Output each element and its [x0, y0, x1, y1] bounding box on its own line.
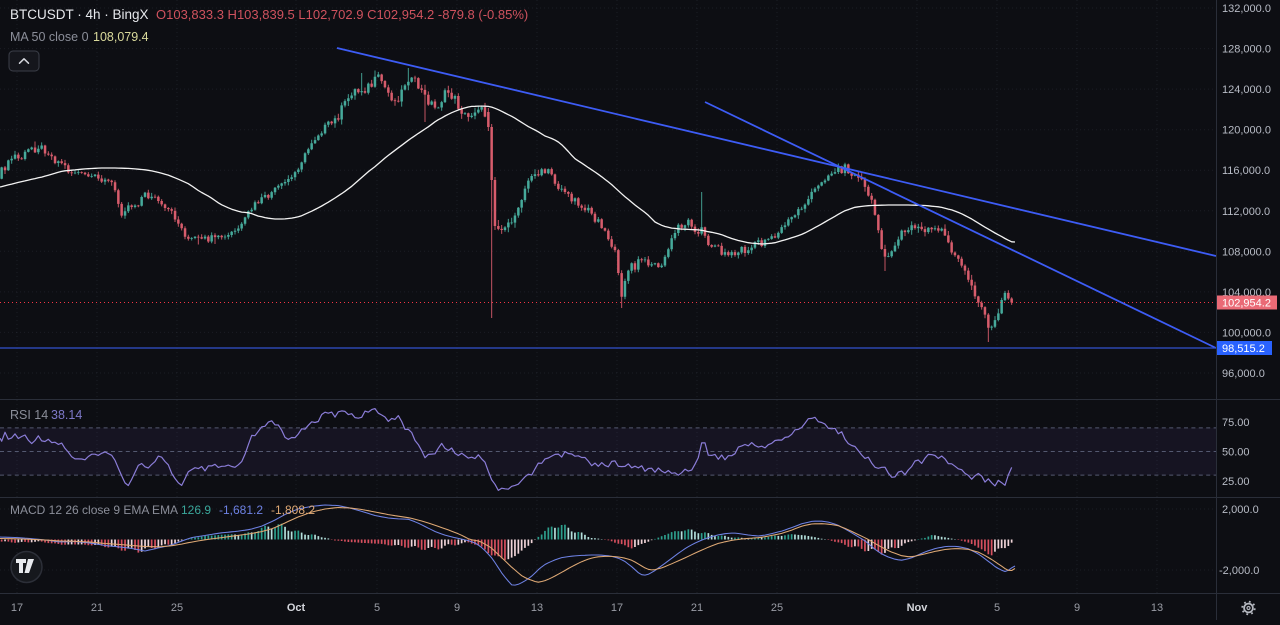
- svg-text:132,000.0: 132,000.0: [1222, 3, 1271, 15]
- svg-text:17: 17: [611, 602, 623, 614]
- svg-text:-2,000.0: -2,000.0: [1219, 565, 1259, 577]
- svg-text:RSI 14: RSI 14: [10, 408, 48, 422]
- svg-text:21: 21: [91, 602, 103, 614]
- svg-text:O103,833.3 H103,839.5 L102,702: O103,833.3 H103,839.5 L102,702.9 C102,95…: [156, 7, 528, 22]
- svg-text:112,000.0: 112,000.0: [1222, 206, 1270, 218]
- svg-text:25: 25: [171, 602, 183, 614]
- svg-text:5: 5: [374, 602, 380, 614]
- svg-text:9: 9: [1074, 602, 1080, 614]
- svg-text:108,000.0: 108,000.0: [1222, 246, 1271, 258]
- svg-text:Nov: Nov: [907, 602, 929, 614]
- svg-text:124,000.0: 124,000.0: [1222, 84, 1271, 96]
- svg-text:102,954.2: 102,954.2: [1222, 298, 1271, 310]
- svg-text:50.00: 50.00: [1222, 447, 1250, 459]
- svg-text:25.00: 25.00: [1222, 476, 1250, 488]
- svg-text:96,000.0: 96,000.0: [1222, 368, 1265, 380]
- svg-text:75.00: 75.00: [1222, 417, 1250, 429]
- svg-text:MACD 12 26 close 9 EMA EMA: MACD 12 26 close 9 EMA EMA: [10, 503, 178, 517]
- svg-text:120,000.0: 120,000.0: [1222, 125, 1271, 137]
- svg-text:38.14: 38.14: [51, 408, 82, 422]
- svg-text:126.9: 126.9: [181, 503, 211, 517]
- svg-text:BTCUSDT · 4h · BingX: BTCUSDT · 4h · BingX: [10, 7, 149, 22]
- svg-text:21: 21: [691, 602, 703, 614]
- svg-text:MA 50 close 0: MA 50 close 0: [10, 30, 89, 44]
- svg-text:5: 5: [994, 602, 1000, 614]
- svg-text:9: 9: [454, 602, 460, 614]
- svg-text:128,000.0: 128,000.0: [1222, 44, 1271, 56]
- svg-text:17: 17: [11, 602, 23, 614]
- svg-text:13: 13: [1151, 602, 1163, 614]
- svg-text:-1,808.2: -1,808.2: [271, 503, 315, 517]
- svg-text:25: 25: [771, 602, 783, 614]
- svg-text:98,515.2: 98,515.2: [1222, 343, 1265, 355]
- svg-text:100,000.0: 100,000.0: [1222, 327, 1271, 339]
- svg-text:-1,681.2: -1,681.2: [219, 503, 263, 517]
- svg-text:108,079.4: 108,079.4: [93, 30, 149, 44]
- svg-text:116,000.0: 116,000.0: [1222, 165, 1270, 177]
- svg-text:13: 13: [531, 602, 543, 614]
- svg-text:2,000.0: 2,000.0: [1222, 504, 1259, 516]
- svg-text:Oct: Oct: [287, 602, 306, 614]
